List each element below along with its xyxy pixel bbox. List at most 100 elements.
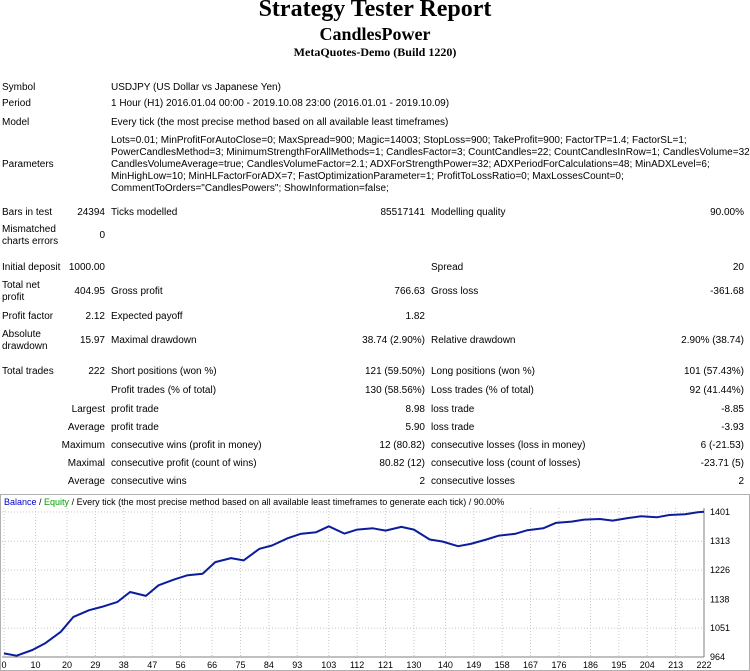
grossloss-label: Gross loss [431,286,479,297]
largest-profit-label: profit trade [111,404,159,415]
symbol-value: USDJPY (US Dollar vs Japanese Yen) [111,82,281,93]
caption-rest: / Every tick (the most precise method ba… [69,497,505,507]
largest-loss-value: -8.85 [721,404,744,415]
x-tick-label: 121 [378,660,393,670]
y-tick-label: 1401 [710,507,730,517]
server-build: MetaQuotes-Demo (Build 1220) [293,45,457,59]
max-wins-label: consecutive wins (profit in money) [111,440,262,451]
long-label: Long positions (won %) [431,366,535,377]
trades-label: Total trades [2,366,54,377]
profittrades-value: 130 (58.56%) [364,385,425,396]
x-tick-label: 158 [495,660,510,670]
balance-chart: 964 1051 1138 1226 1313 1401 0 10 20 29 38 47 56 66 75… [0,494,750,671]
average-label: Average [67,422,105,433]
balance-line [3,510,705,657]
average-loss-value: -3.93 [721,422,744,433]
reldd-label: Relative drawdown [431,335,516,346]
maximal-label: Maximal [67,458,105,469]
grossprofit-value: 766.63 [394,286,425,297]
losstrades-value: 92 (41.44%) [689,385,744,396]
quality-value: 90.00% [710,207,744,218]
ticks-value: 85517141 [380,207,426,218]
spread-value: 20 [732,262,744,273]
x-tick-label: 140 [438,660,453,670]
max-losses-label: consecutive losses (loss in money) [431,440,586,451]
avg-wins-label: consecutive wins [111,476,187,487]
period-value: 1 Hour (H1) 2016.01.04 00:00 - 2019.10.0… [111,98,450,109]
x-tick-label: 130 [406,660,421,670]
deposit-label: Initial deposit [2,262,61,273]
spread-label: Spread [431,262,464,273]
maxdd-label: Maximal drawdown [111,335,197,346]
y-tick-label: 964 [710,652,725,662]
y-tick-label: 1226 [710,565,730,575]
x-tick-label: 204 [640,660,655,670]
bars-value: 24394 [77,207,105,218]
absdd-label: Absolute drawdown [2,329,48,352]
x-tick-label: 149 [466,660,481,670]
x-tick-label: 47 [147,660,157,670]
x-tick-label: 222 [696,660,711,670]
long-value: 101 (57.43%) [683,366,744,377]
x-tick-label: 213 [668,660,683,670]
grossprofit-label: Gross profit [111,286,163,297]
reldd-value: 2.90% (38.74) [681,335,744,346]
parameters-label: Parameters [2,159,54,170]
maximum-label: Maximum [61,440,105,451]
maxdd-value: 38.74 (2.90%) [362,335,425,346]
quality-label: Modelling quality [431,207,506,218]
caption-balance: Balance [4,497,37,507]
chart-frame [0,494,750,671]
y-tick-label: 1051 [710,623,730,633]
caption-equity: Equity [44,497,70,507]
payoff-value: 1.82 [405,311,425,322]
x-tick-label: 38 [119,660,129,670]
average2-label: Average [67,476,105,487]
x-tick-label: 186 [583,660,598,670]
largest-loss-label: loss trade [431,404,475,415]
parameters-line: MinHighLow=10; MinHLFactorForADX=7; Fast… [111,171,624,182]
short-label: Short positions (won %) [111,366,217,377]
parameters-line: CommentToOrders="CandlesPowers"; ShowInf… [111,183,389,194]
x-tick-label: 112 [350,660,364,670]
grossloss-value: -361.68 [710,286,744,297]
x-tick-label: 93 [292,660,302,670]
mxl-loss-value: -23.71 (5) [700,458,744,469]
y-tick-label: 1313 [710,536,730,546]
caption-sep: / [36,497,45,507]
max-wins-value: 12 (80.82) [379,440,425,451]
max-losses-value: 6 (-21.53) [700,440,744,451]
profittrades-label: Profit trades (% of total) [111,385,217,396]
mxl-loss-label: consecutive loss (count of losses) [431,458,581,469]
largest-label: Largest [71,404,105,415]
x-tick-label: 167 [523,660,538,670]
deposit-value: 1000.00 [68,262,105,273]
expert-name: CandlesPower [319,24,431,44]
x-tick-label: 176 [551,660,566,670]
short-value: 121 (59.50%) [364,366,425,377]
x-tick-label: 75 [235,660,245,670]
mxl-profit-label: consecutive profit (count of wins) [111,458,257,469]
netprofit-value: 404.95 [74,286,105,297]
avg-losses-label: consecutive losses [431,476,515,487]
y-tick-label: 1138 [710,594,729,604]
pf-label: Profit factor [2,311,54,322]
x-tick-label: 103 [321,660,336,670]
x-tick-label: 56 [176,660,186,670]
x-tick-label: 29 [90,660,100,670]
trades-value: 222 [88,366,105,377]
average-loss-label: loss trade [431,422,475,433]
parameters-line: CandlesVolumeAverage=true; CandlesVolume… [111,159,710,170]
x-tick-label: 84 [264,660,274,670]
x-tick-label: 20 [62,660,72,670]
x-tick-label: 0 [1,660,6,670]
average-profit-label: profit trade [111,422,159,433]
netprofit-label: Total net profit [2,280,40,303]
avg-wins-value: 2 [419,476,425,487]
losstrades-label: Loss trades (% of total) [431,385,534,396]
parameters-line: Lots=0.01; MinProfitForAutoClose=0; MaxS… [111,135,687,146]
payoff-label: Expected payoff [111,311,183,322]
model-value: Every tick (the most precise method base… [111,117,449,128]
bars-label: Bars in test [2,207,53,218]
mismatch-value: 0 [99,230,105,241]
